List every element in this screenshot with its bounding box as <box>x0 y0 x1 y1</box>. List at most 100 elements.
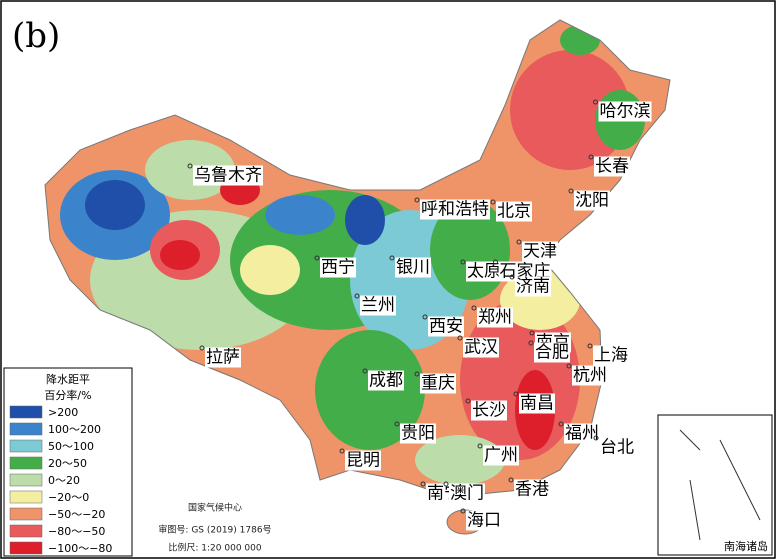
city-label-bg <box>320 257 356 278</box>
legend-items: >200 100～200 50～100 20～50 0～20 −20～0 −50～−20 −8… <box>9 405 112 555</box>
city-label: 成都 <box>369 371 403 391</box>
city-label: 长春 <box>595 157 629 177</box>
city-label: 郑州 <box>478 308 512 328</box>
city-dot <box>513 391 519 397</box>
legend-swatch <box>9 507 43 521</box>
city-dot <box>354 293 360 299</box>
city-label-bg <box>420 373 456 394</box>
city-label-bg <box>483 445 519 466</box>
city-dot <box>558 421 564 427</box>
city-dot <box>465 398 471 404</box>
city-dot <box>568 188 574 194</box>
city-label: 长沙 <box>472 401 506 421</box>
city-label: 银川 <box>396 258 430 278</box>
city-label-bg <box>193 165 263 186</box>
city-dot <box>508 477 514 483</box>
city-label: 海口 <box>467 511 501 531</box>
city-label-bg <box>428 316 464 337</box>
legend-swatch <box>9 405 43 419</box>
city-label-bg <box>345 450 381 471</box>
city-label-bg <box>519 393 555 414</box>
city-label: 上海 <box>594 346 628 366</box>
legend-title: 降水距平 <box>46 372 90 386</box>
city-dot <box>471 305 477 311</box>
city-labels: 哈尔滨长春乌鲁木齐沈阳呼和浩特北京天津西宁银川太原石家庄济南兰州西安郑州南京合肥… <box>187 99 652 531</box>
city-label: 杭州 <box>573 366 607 386</box>
city-label: 澳门 <box>450 484 484 504</box>
city-label-bg <box>463 337 499 358</box>
city-label: 太原 <box>467 262 501 282</box>
city-label: 北京 <box>497 202 531 222</box>
city-label-bg <box>594 156 630 177</box>
city-dot <box>422 314 428 320</box>
city-dot <box>414 197 420 203</box>
city-dot <box>588 154 594 160</box>
city-dot <box>420 481 426 487</box>
inset-coast <box>679 429 761 541</box>
city-label-bg <box>522 241 558 262</box>
city-dot <box>389 255 395 261</box>
legend-label: 0～20 <box>48 474 80 487</box>
inset-label: 南海诸岛 <box>724 539 768 553</box>
city-label: 合肥 <box>535 343 569 363</box>
city-label-bg <box>599 437 635 458</box>
city-label-bg <box>593 345 629 366</box>
city-dot <box>443 481 449 487</box>
city-dot <box>566 363 572 369</box>
city-dot <box>362 368 368 374</box>
panel-label: (b) <box>12 16 60 56</box>
city-dot <box>339 448 345 454</box>
city-dot <box>477 443 483 449</box>
legend-label: −50～−20 <box>48 508 105 521</box>
city-label: 重庆 <box>421 374 455 394</box>
city-label-bg <box>368 370 404 391</box>
city-label: 南昌 <box>520 394 554 414</box>
city-label: 乌鲁木齐 <box>194 166 262 186</box>
city-dot <box>593 435 599 441</box>
city-label: 贵阳 <box>401 424 435 444</box>
city-dot <box>529 330 535 336</box>
city-label: 济南 <box>516 277 550 297</box>
city-label: 西宁 <box>321 258 355 278</box>
city-label-bg <box>564 423 600 444</box>
legend-label: −80～−50 <box>48 525 105 538</box>
city-dot <box>460 508 466 514</box>
city-dot <box>509 274 515 280</box>
city-dot <box>493 259 498 265</box>
city-label-bg <box>449 483 485 504</box>
city-label: 西安 <box>429 317 463 337</box>
legend-swatch <box>9 439 43 453</box>
inset <box>657 414 773 556</box>
city-label-bg <box>360 295 396 316</box>
city-label: 天津 <box>523 242 557 262</box>
city-dot <box>187 163 193 169</box>
city-label: 兰州 <box>361 296 395 316</box>
legend-swatch <box>9 490 43 504</box>
legend-label: 50～100 <box>48 440 94 453</box>
city-dot <box>414 371 420 377</box>
city-dot <box>490 199 496 205</box>
city-label-bg <box>395 257 431 278</box>
city-label-bg <box>466 510 502 531</box>
city-dot <box>593 99 598 105</box>
city-dot <box>587 343 593 349</box>
legend-label: −20～0 <box>48 491 89 504</box>
city-label: 福州 <box>565 424 599 444</box>
city-label: 武汉 <box>464 338 498 358</box>
legend-swatch <box>9 456 43 470</box>
city-label: 昆明 <box>346 451 380 471</box>
city-label-bg <box>496 201 532 222</box>
city-label: 呼和浩特 <box>421 200 489 220</box>
city-dot <box>516 239 522 245</box>
city-label: 香港 <box>515 480 549 500</box>
city-label-bg <box>400 423 436 444</box>
city-label-bg <box>574 190 610 211</box>
footer: 比例尺: 1:20 000 000 <box>168 542 261 554</box>
city-label-bg <box>514 479 550 500</box>
city-label-bg <box>598 101 652 122</box>
city-label-bg <box>572 365 608 386</box>
city-dot <box>460 259 466 265</box>
city-label: 广州 <box>484 446 518 466</box>
city-label-bg <box>515 276 551 297</box>
